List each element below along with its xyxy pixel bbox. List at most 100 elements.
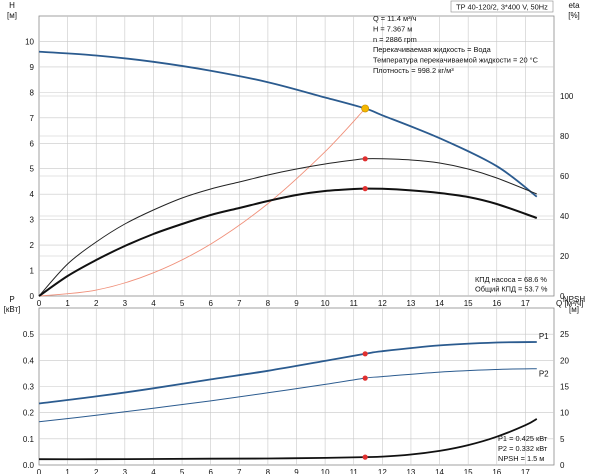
- x-tick-label: 17: [521, 299, 530, 308]
- y-axis-label-line: [м]: [7, 11, 17, 20]
- power-annotation: NPSH = 1.5 м: [498, 454, 544, 463]
- y-right-tick-label: 100: [560, 92, 574, 101]
- y-tick-label: 9: [30, 63, 35, 72]
- y-tick-label: 5: [30, 165, 35, 174]
- x-tick-label: 14: [435, 468, 444, 474]
- y-right-tick-label: 80: [560, 132, 569, 141]
- series-line-p1: [38, 341, 537, 405]
- y-right-axis-label: eta [%]: [568, 1, 580, 20]
- x-tick-label: 3: [123, 299, 128, 308]
- power-npsh-panel: 0 1 2 3 4 5 6 7 8 9 10 11 12 13 14 15 16 170.00.10.20.30.…: [4, 295, 586, 474]
- y-tick-label: 8: [30, 88, 35, 97]
- y-tick-label: 0.3: [23, 383, 35, 392]
- x-tick-label: 4: [151, 299, 156, 308]
- y-right-tick-label: 5: [560, 435, 565, 444]
- y-tick-label: 7: [30, 114, 35, 123]
- x-tick-label: 16: [492, 468, 501, 474]
- head-efficiency-panel: 0 1 2 3 4 5 6 7 8 9 10 11 12 13 14 15 16 1701234567891002…: [7, 0, 583, 308]
- info-annotation: Температура перекачиваемой жидкости = 20…: [373, 56, 539, 65]
- x-tick-label: 6: [208, 299, 213, 308]
- series-line-system: [38, 108, 366, 297]
- series-line-eff_total: [38, 187, 538, 297]
- x-tick-label: 9: [294, 468, 299, 474]
- y-tick-label: 2: [30, 241, 35, 250]
- x-tick-label: 12: [378, 468, 387, 474]
- y-tick-label: 0.2: [23, 409, 35, 418]
- x-tick-label: 10: [321, 468, 330, 474]
- x-tick-label: 12: [378, 299, 387, 308]
- y-right-axis-label-line: [%]: [568, 11, 580, 20]
- x-tick-label: 13: [406, 299, 415, 308]
- y-tick-label: 10: [25, 37, 34, 46]
- efficiency-annotation: Общий КПД = 53.7 %: [475, 285, 548, 294]
- x-tick-label: 3: [123, 468, 128, 474]
- x-tick-label: 0: [37, 299, 42, 308]
- series-label-p2: P2: [539, 370, 549, 379]
- y-axis-label-line: [кВт]: [4, 305, 21, 314]
- x-tick-label: 11: [350, 299, 359, 308]
- x-tick-label: 1: [65, 299, 70, 308]
- series-line-p2: [38, 368, 537, 423]
- x-tick-label: 14: [435, 299, 444, 308]
- series-line-npsh: [38, 418, 538, 461]
- x-tick-label: 8: [266, 468, 271, 474]
- x-tick-label: 5: [180, 468, 185, 474]
- y-tick-label: 0.4: [23, 356, 35, 365]
- x-tick-label: 4: [151, 468, 156, 474]
- info-annotation: Q = 11.4 м³/ч: [373, 14, 417, 23]
- y-tick-label: 3: [30, 216, 35, 225]
- power-annotation: P1 = 0.425 кВт: [498, 434, 548, 443]
- y-right-axis-label-line: eta: [568, 1, 580, 10]
- x-tick-label: 6: [208, 468, 213, 474]
- series-line-eff_pump: [38, 158, 537, 297]
- efficiency-annotation: КПД насоса = 68.6 %: [475, 275, 547, 284]
- duty-point-marker: [362, 186, 368, 192]
- x-tick-label: 9: [294, 299, 299, 308]
- x-tick-label: 2: [94, 468, 99, 474]
- series-label-p1: P1: [539, 332, 549, 341]
- x-axis-label: Q [м³/ч]: [556, 299, 583, 308]
- duty-point-marker: [362, 351, 368, 357]
- x-tick-label: 7: [237, 468, 242, 474]
- x-tick-label: 10: [321, 299, 330, 308]
- y-tick-label: 0.5: [23, 330, 35, 339]
- x-tick-label: 7: [237, 299, 242, 308]
- chart-title: TP 40-120/2, 3*400 V, 50Hz: [456, 3, 548, 12]
- duty-point-marker: [362, 156, 368, 162]
- y-axis-label-line: H: [9, 1, 15, 10]
- x-tick-label: 15: [464, 299, 473, 308]
- x-tick-label: 2: [94, 299, 99, 308]
- y-tick-label: 0.1: [23, 435, 35, 444]
- y-axis-label: P [кВт]: [4, 295, 21, 314]
- y-tick-label: 6: [30, 139, 35, 148]
- x-tick-label: 13: [406, 468, 415, 474]
- y-right-tick-label: 15: [560, 383, 569, 392]
- y-right-tick-label: 20: [560, 356, 569, 365]
- y-right-axis-label: NPSH [м]: [563, 295, 585, 314]
- y-right-tick-label: 60: [560, 172, 569, 181]
- y-right-tick-label: 25: [560, 330, 569, 339]
- x-tick-label: 0: [37, 468, 42, 474]
- y-axis-label-line: P: [9, 295, 14, 304]
- info-annotation: Плотность = 998.2 кг/м³: [373, 66, 454, 75]
- x-tick-label: 8: [266, 299, 271, 308]
- y-tick-label: 0.0: [23, 461, 35, 470]
- info-annotation: Перекачиваемая жидкость = Вода: [373, 45, 492, 54]
- info-annotation: H = 7.367 м: [373, 24, 412, 33]
- y-right-tick-label: 20: [560, 252, 569, 261]
- x-tick-label: 15: [464, 468, 473, 474]
- y-tick-label: 4: [30, 190, 35, 199]
- power-annotation: P2 = 0.332 кВт: [498, 444, 548, 453]
- y-right-tick-label: 10: [560, 409, 569, 418]
- y-right-axis-label-line: [м]: [569, 305, 579, 314]
- y-tick-label: 1: [30, 267, 35, 276]
- y-right-axis-label-line: NPSH: [563, 295, 585, 304]
- y-right-tick-label: 0: [560, 461, 565, 470]
- info-annotation: n = 2886 rpm: [373, 35, 417, 44]
- x-tick-label: 5: [180, 299, 185, 308]
- operating-point-marker: [361, 104, 370, 113]
- x-tick-label: 16: [492, 299, 501, 308]
- y-tick-label: 0: [30, 292, 35, 301]
- x-tick-label: 1: [65, 468, 70, 474]
